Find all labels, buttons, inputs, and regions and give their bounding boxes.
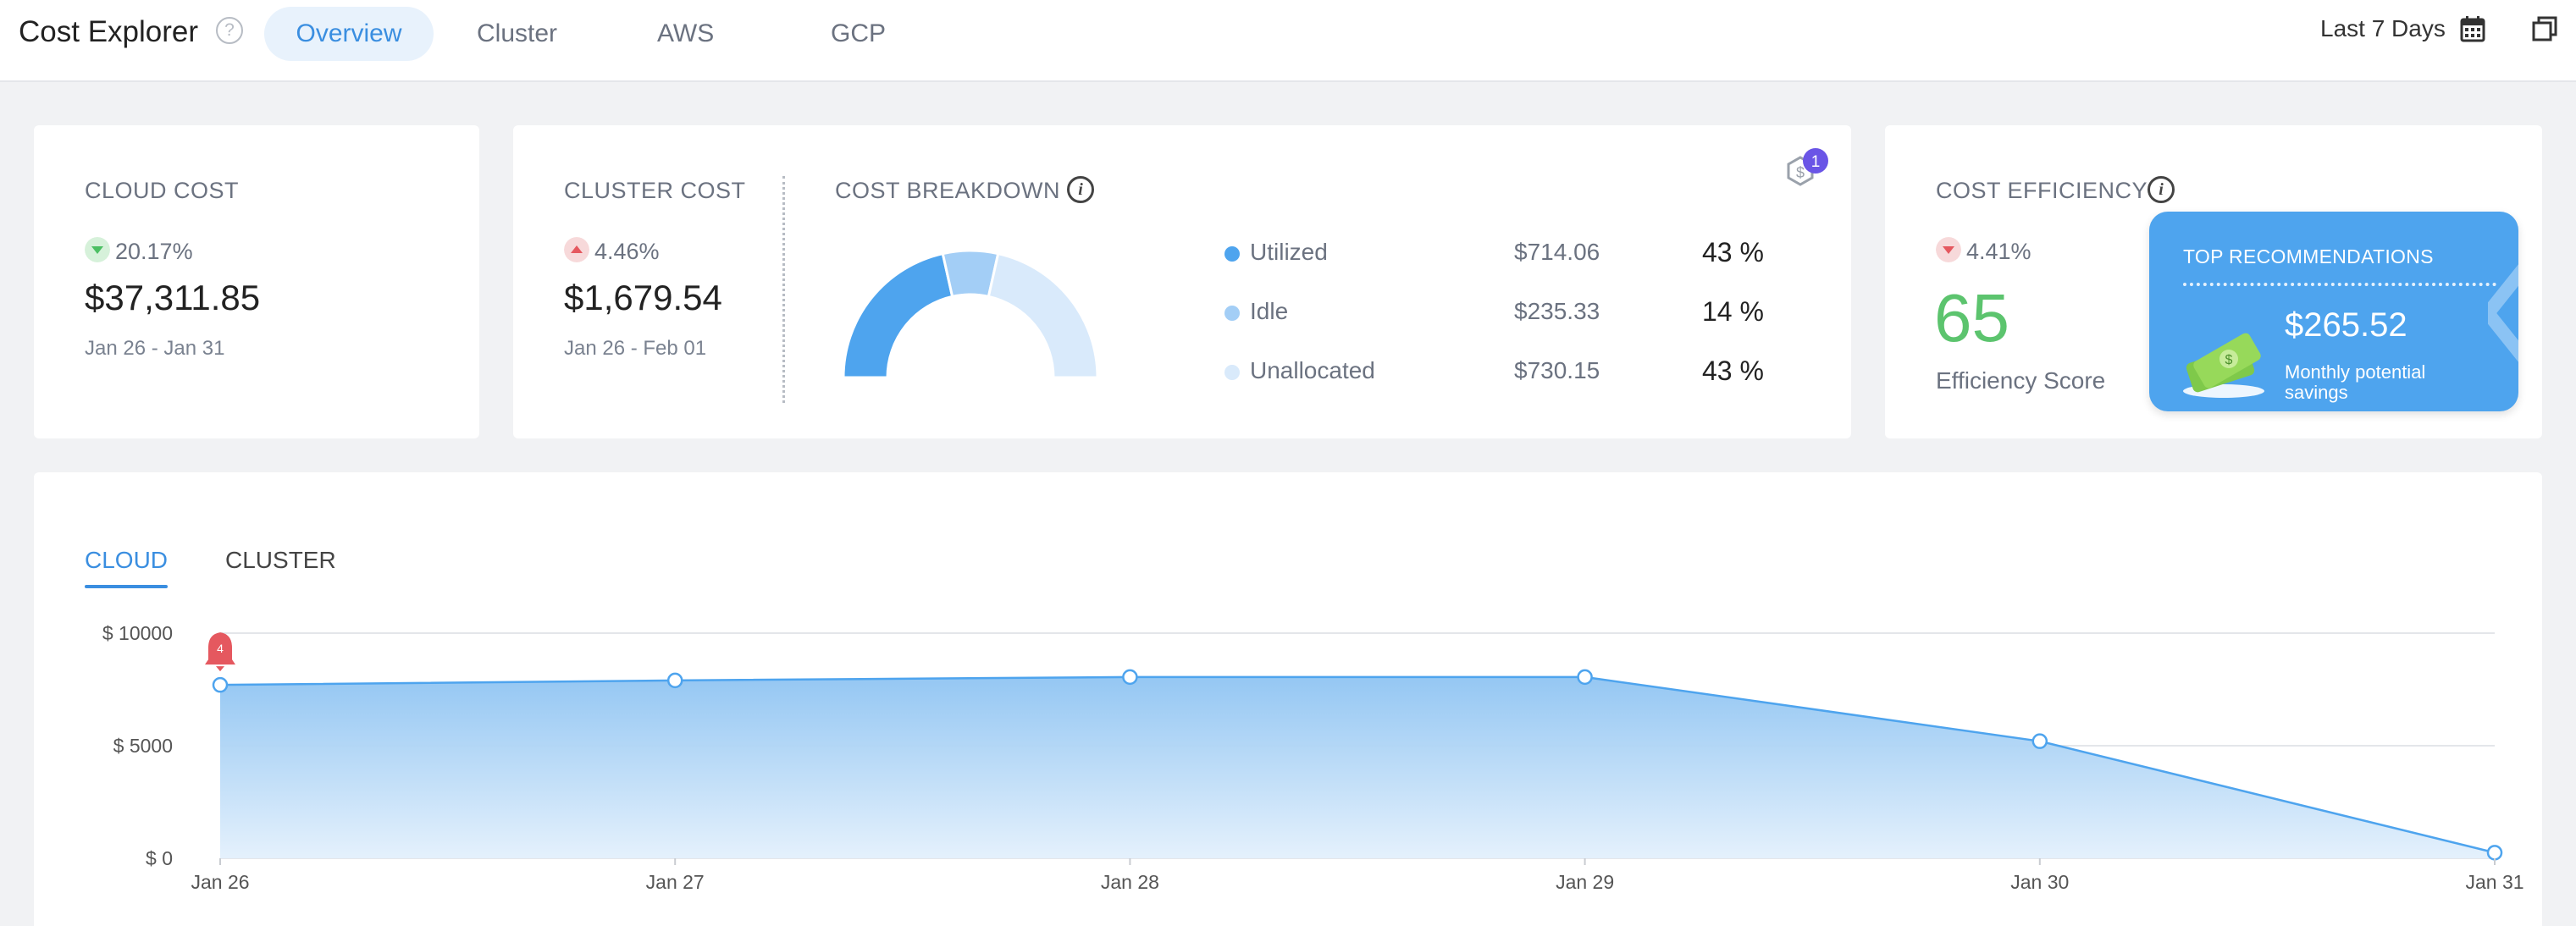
legend-label-utilized: Utilized [1250, 239, 1328, 265]
chart-tab-cloud[interactable]: CLOUD [85, 547, 169, 573]
dollar-badge-icon[interactable]: $ 1 [1775, 144, 1834, 203]
trend-down-icon [85, 237, 110, 262]
legend-dot-idle [1224, 306, 1240, 321]
cost-area-chart: Jan 26 Jan 27 Jan 28 Jan 29 Jan 30 Jan 31 $ 0… [102, 622, 2524, 893]
cluster-cost-value: $1,679.54 [564, 278, 722, 317]
top-bar: Cost Explorer ? Overview Cluster AWS GCP… [0, 0, 2576, 82]
notification-count: 1 [1811, 153, 1821, 171]
cloud-cost-date-range: Jan 26 - Jan 31 [85, 337, 225, 360]
chart-y-tick-label: $ 10000 [102, 622, 173, 644]
chart-tab-cluster[interactable]: CLUSTER [225, 547, 336, 573]
dotted-divider [2183, 283, 2496, 286]
question-circle-icon[interactable]: ? [216, 17, 243, 44]
tab-cluster[interactable]: Cluster [477, 19, 558, 47]
chart-area-fill [220, 676, 2495, 858]
money-stack-icon: $ [2183, 333, 2264, 398]
recommendation-savings-amount: $265.52 [2285, 306, 2407, 344]
vertical-divider [782, 176, 785, 403]
legend-dot-utilized [1224, 246, 1240, 262]
chart-data-point[interactable] [666, 672, 683, 689]
cloud-cost-value: $37,311.85 [85, 278, 261, 317]
trend-up-icon [564, 237, 589, 262]
cost-efficiency-title: COST EFFICIENCY [1936, 178, 2148, 203]
efficiency-score: 65 [1934, 280, 2009, 356]
legend-percent-idle: 14 % [1702, 296, 1764, 327]
donut-arc-unallocated [987, 251, 1097, 379]
chart-x-tick-label: Jan 29 [1556, 871, 1614, 893]
legend-label-idle: Idle [1250, 298, 1289, 324]
tab-overview[interactable]: Overview [264, 7, 434, 61]
page-title: Cost Explorer [19, 15, 199, 48]
top-recommendations-panel[interactable]: TOP RECOMMENDATIONS $ $265.52 Monthly po… [2149, 212, 2518, 411]
calendar-icon[interactable] [2460, 15, 2485, 42]
legend-percent-utilized: 43 % [1702, 237, 1764, 267]
legend-dot-unallocated [1224, 365, 1240, 380]
chart-x-tick-label: Jan 28 [1101, 871, 1159, 893]
cost-efficiency-delta: 4.41% [1966, 239, 2032, 264]
chart-y-tick-label: $ 5000 [113, 735, 173, 757]
legend-amount-idle: $235.33 [1514, 298, 1600, 324]
trend-down-icon [1936, 237, 1961, 262]
chart-data-point[interactable] [2032, 733, 2048, 749]
recommendations-title: TOP RECOMMENDATIONS [2183, 245, 2434, 267]
cloud-cost-card: CLOUD COST 20.17% $37,311.85 Jan 26 - Ja… [34, 125, 479, 438]
cluster-cost-delta: 4.46% [594, 239, 660, 264]
svg-text:$: $ [1796, 164, 1805, 181]
chart-x-tick-label: Jan 27 [646, 871, 705, 893]
legend-amount-unallocated: $730.15 [1514, 357, 1600, 383]
chart-x-tick-label: Jan 31 [2465, 871, 2523, 893]
chart-data-point[interactable] [1122, 669, 1138, 686]
cost-breakdown-donut [843, 251, 1097, 379]
date-range-selector[interactable]: Last 7 Days [2320, 15, 2446, 41]
chart-x-tick-label: Jan 26 [191, 871, 249, 893]
legend-percent-unallocated: 43 % [1702, 356, 1764, 386]
cluster-cost-title: CLUSTER COST [564, 178, 746, 203]
cluster-cost-date-range: Jan 26 - Feb 01 [564, 337, 707, 360]
cost-chart-card: CLOUD CLUSTER Jan 26 Jan 27 Jan 28 Jan 29 Ja… [34, 472, 2542, 926]
efficiency-score-label: Efficiency Score [1936, 367, 2106, 394]
chart-data-point[interactable] [2486, 845, 2503, 861]
cluster-cost-card: CLUSTER COST 4.46% $1,679.54 Jan 26 - Fe… [513, 125, 1851, 438]
legend-amount-utilized: $714.06 [1514, 239, 1600, 265]
alert-count: 4 [217, 642, 224, 655]
svg-text:$: $ [2225, 353, 2233, 367]
chart-y-tick-label: $ 0 [146, 847, 173, 869]
cost-breakdown-title: COST BREAKDOWN [835, 178, 1061, 203]
chart-data-point[interactable] [1577, 669, 1593, 686]
bell-alert-icon[interactable]: 4 [205, 632, 235, 672]
window-restore-icon[interactable] [2532, 15, 2557, 42]
info-icon[interactable]: i [2148, 176, 2175, 203]
cloud-cost-title: CLOUD COST [85, 178, 240, 203]
tab-gcp[interactable]: GCP [831, 19, 887, 47]
chart-x-tick-label: Jan 30 [2010, 871, 2069, 893]
chart-series-line [219, 675, 2496, 854]
tab-aws[interactable]: AWS [657, 19, 715, 47]
donut-arc-utilized [843, 251, 954, 379]
legend-label-unallocated: Unallocated [1250, 357, 1375, 383]
chart-tab-underline [85, 585, 168, 588]
diamond-decoration-icon [2488, 264, 2518, 362]
chart-data-point[interactable] [212, 676, 229, 693]
recommendation-savings-label: Monthly potential savings [2285, 361, 2426, 403]
info-icon[interactable]: i [1067, 176, 1094, 203]
cloud-cost-delta: 20.17% [115, 239, 193, 264]
